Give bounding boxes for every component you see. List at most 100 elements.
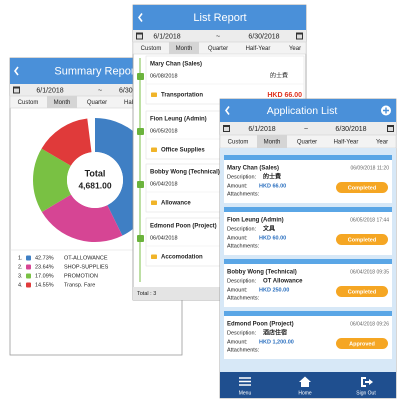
amount: HKD 250.00 — [259, 287, 289, 293]
attachments-label: Attachments: — [227, 347, 260, 353]
screen-title: Application List — [267, 105, 338, 117]
donut-slice — [41, 118, 92, 166]
timeline-marker — [137, 128, 144, 135]
list-item[interactable] — [145, 55, 305, 105]
total-value: 4,681.00 — [78, 180, 111, 190]
description-label: Description: — [227, 226, 257, 232]
legend-percent: 14.55% — [35, 282, 54, 288]
status-label[interactable]: Completed — [348, 289, 376, 295]
category: Office Supplies — [161, 148, 205, 154]
category: Transportation — [161, 93, 203, 99]
employee-name: Edmond Poon (Project) — [227, 322, 294, 328]
timeline-marker — [137, 73, 144, 80]
attachments-label: Attachments: — [227, 295, 260, 301]
tab[interactable]: Year — [376, 140, 388, 146]
amount: HKD 1,200.00 — [259, 339, 294, 345]
application-card[interactable] — [224, 311, 392, 359]
back-button[interactable] — [225, 106, 230, 115]
application-card[interactable] — [224, 155, 392, 203]
application-card[interactable] — [224, 207, 392, 255]
tab[interactable]: Half-Year — [334, 140, 359, 146]
attachments-label: Attachments: — [227, 191, 260, 197]
category-icon — [151, 254, 157, 259]
submitted-at: 06/04/2018 09:35 — [350, 269, 389, 275]
date-from: 6/1/2018 — [153, 33, 180, 40]
tab[interactable]: Quarter — [297, 140, 317, 146]
nav-label[interactable]: Menu — [239, 390, 252, 396]
donut-hole — [67, 152, 123, 208]
tab[interactable]: Custom — [228, 140, 249, 146]
status-button[interactable] — [336, 234, 388, 245]
date-to: 6/30/2018 — [335, 126, 366, 133]
description-label: Description: — [227, 278, 257, 284]
tab[interactable]: Half-Year — [246, 46, 271, 52]
tab-selected — [169, 42, 199, 54]
nav-label[interactable]: Home — [298, 390, 312, 396]
tab[interactable]: Custom — [141, 46, 162, 52]
legend-percent: 42.73% — [35, 255, 54, 261]
tab[interactable]: Year — [289, 46, 301, 52]
attachments-label: Attachments: — [227, 243, 260, 249]
donut-slice — [41, 194, 123, 243]
status-label[interactable]: Completed — [348, 237, 376, 243]
amount: HKD 66.00 — [259, 183, 286, 189]
menu-icon[interactable] — [239, 377, 251, 386]
add-button-plus — [383, 107, 389, 114]
timeline-marker — [137, 181, 144, 188]
tab[interactable]: Month — [54, 100, 71, 106]
employee-name: Fion Leung (Admin) — [150, 117, 207, 123]
application-card[interactable] — [224, 259, 392, 307]
legend-name: PROMOTION — [64, 273, 98, 279]
sign-out-icon[interactable] — [361, 377, 373, 387]
legend-rank: 3. — [18, 273, 23, 279]
card-top-strip — [224, 259, 392, 264]
employee-name: Bobby Wong (Technical) — [150, 170, 220, 176]
description-label: Description: — [227, 330, 257, 336]
amount-label: Amount: — [227, 183, 248, 189]
employee-name: Fion Leung (Admin) — [227, 218, 284, 224]
tab-selected — [257, 135, 287, 148]
legend-icon — [26, 273, 31, 279]
description: 的士費 — [263, 173, 281, 181]
date-separator: ~ — [216, 33, 220, 40]
tab[interactable]: Quarter — [208, 46, 228, 52]
donut-slice — [32, 148, 72, 212]
back-button[interactable] — [138, 13, 143, 22]
status-label[interactable]: Approved — [349, 341, 375, 347]
submitted-at: 06/04/2018 09:26 — [350, 321, 389, 327]
category: Allowance — [161, 201, 191, 207]
legend-icon — [26, 264, 31, 270]
calendar-icon-inner — [388, 127, 393, 131]
screen-title: List Report — [193, 12, 246, 24]
legend-name: SHOP-SUPPLIES — [64, 264, 109, 270]
category: Accomodation — [161, 255, 203, 261]
back-button[interactable] — [14, 66, 19, 76]
amount-label: Amount: — [227, 235, 248, 241]
card-top-strip — [224, 311, 392, 316]
tab[interactable]: Quarter — [87, 100, 107, 106]
footer-total: Total : 3 — [137, 291, 156, 297]
legend-percent: 23.64% — [35, 264, 54, 270]
status-button[interactable] — [336, 338, 388, 349]
tab[interactable]: Custom — [18, 100, 39, 106]
status-label[interactable]: Completed — [348, 185, 376, 191]
category-icon — [151, 200, 157, 205]
nav-label[interactable]: Sign Out — [356, 390, 376, 396]
calendar-icon-inner — [297, 34, 302, 39]
home-icon[interactable] — [299, 376, 311, 388]
legend-rank: 4. — [18, 282, 23, 288]
status-button[interactable] — [336, 286, 388, 297]
tab[interactable]: Month — [264, 140, 281, 146]
submitted-at: 06/09/2018 11:20 — [350, 165, 389, 171]
calendar-icon-inner — [14, 88, 19, 93]
tab[interactable]: Month — [176, 46, 193, 52]
total-label: Total — [85, 168, 106, 178]
description: OT Allowance — [263, 279, 303, 285]
status-button[interactable] — [336, 182, 388, 193]
submitted-at: 06/05/2018 17:44 — [350, 217, 389, 223]
category-icon — [151, 92, 157, 97]
employee-name: Mary Chan (Sales) — [227, 166, 279, 172]
date-to: 6/30/2018 — [248, 33, 279, 40]
legend-percent: 17.09% — [35, 273, 54, 279]
amount-label: Amount: — [227, 339, 248, 345]
